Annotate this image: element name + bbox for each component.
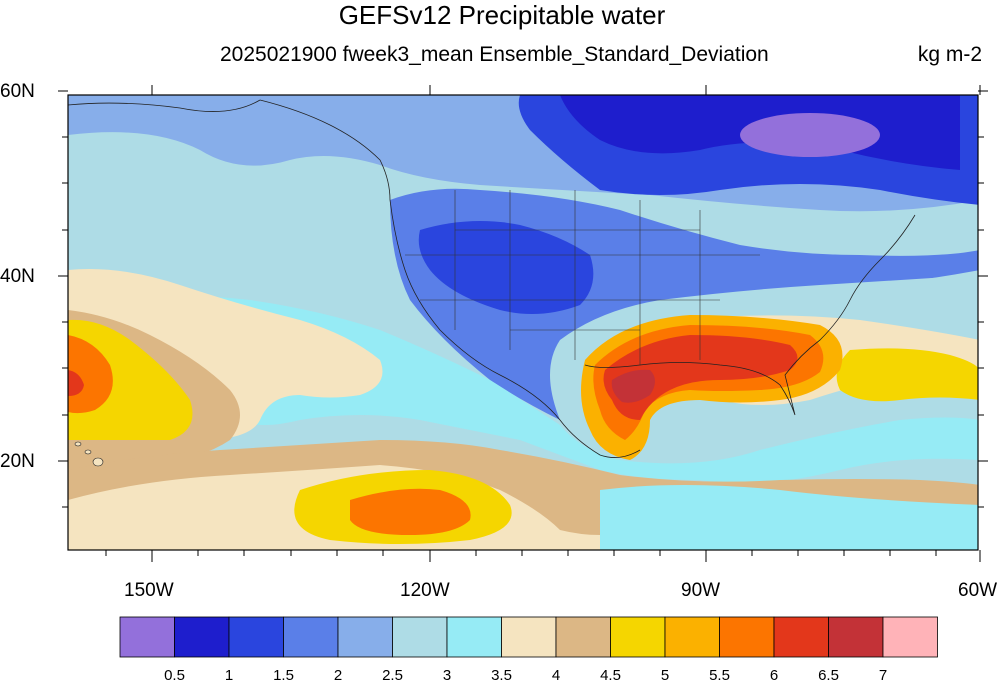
lat-label-40n: 40N: [0, 266, 35, 287]
lat-label-60n: 60N: [0, 81, 35, 102]
field-band-5-west: [68, 319, 193, 440]
colorbar-swatch: [283, 616, 339, 658]
colorbar-swatch: [501, 616, 557, 658]
colorbar-swatch: [719, 616, 775, 658]
hawaii-islands: [74, 441, 104, 467]
coastlines: [68, 99, 916, 458]
colorbar-swatch: [610, 616, 666, 658]
field-band-6-west: [68, 335, 113, 414]
lon-label-60w: 60W: [958, 580, 998, 601]
units-label: kg m-2: [917, 43, 982, 66]
field-band-1-5-us: [418, 221, 594, 314]
colorbar-label: 2.5: [382, 667, 403, 684]
field-band-0-5: [740, 113, 880, 157]
chart-subtitle: 2025021900 fweek3_mean Ensemble_Standard…: [220, 43, 769, 66]
lon-label-120w: 120W: [400, 580, 450, 601]
colorbar-swatch: [119, 616, 175, 658]
colorbar: [119, 616, 938, 658]
colorbar-label: 4.5: [600, 667, 621, 684]
colorbar-swatch: [773, 616, 829, 658]
colorbar-swatch: [828, 616, 884, 658]
field-band-6-south: [350, 488, 471, 535]
colorbar-swatch: [446, 616, 502, 658]
colorbar-label: 0.5: [164, 667, 185, 684]
lat-label-20n: 20N: [0, 451, 35, 472]
colorbar-label: 3.5: [491, 667, 512, 684]
colorbar-swatch: [337, 616, 393, 658]
lon-label-150w: 150W: [124, 580, 174, 601]
chart-title: GEFSv12 Precipitable water: [338, 0, 666, 30]
colorbar-label: 5: [660, 667, 670, 684]
colorbar-label: 7: [878, 667, 888, 684]
colorbar-label: 6.5: [818, 667, 839, 684]
precipitable-water-field: [68, 95, 978, 550]
field-band-3-5-caribbean: [600, 485, 978, 550]
colorbar-swatch: [882, 616, 938, 658]
field-band-6-5-west: [68, 370, 84, 396]
colorbar-label: 3: [442, 667, 452, 684]
colorbar-label: 4: [551, 667, 561, 684]
colorbar-label: 2: [333, 667, 343, 684]
colorbar-label: 5.5: [709, 667, 730, 684]
field-band-6-5-gulf: [603, 335, 798, 420]
colorbar-label: 6: [769, 667, 779, 684]
lon-ticks: [105, 85, 981, 562]
field-band-5-east: [836, 348, 978, 402]
colorbar-label: 1.5: [273, 667, 294, 684]
field-band-3-east: [660, 275, 978, 320]
colorbar-swatch: [664, 616, 720, 658]
field-band-7-gulf: [611, 369, 655, 403]
state-boundaries: [405, 190, 760, 365]
colorbar-label: 1: [224, 667, 234, 684]
lat-ticks: [58, 90, 988, 508]
colorbar-swatch: [174, 616, 230, 658]
colorbar-swatch: [392, 616, 448, 658]
colorbar-swatch: [228, 616, 284, 658]
lon-label-90w: 90W: [681, 580, 721, 601]
colorbar-swatch: [555, 616, 611, 658]
